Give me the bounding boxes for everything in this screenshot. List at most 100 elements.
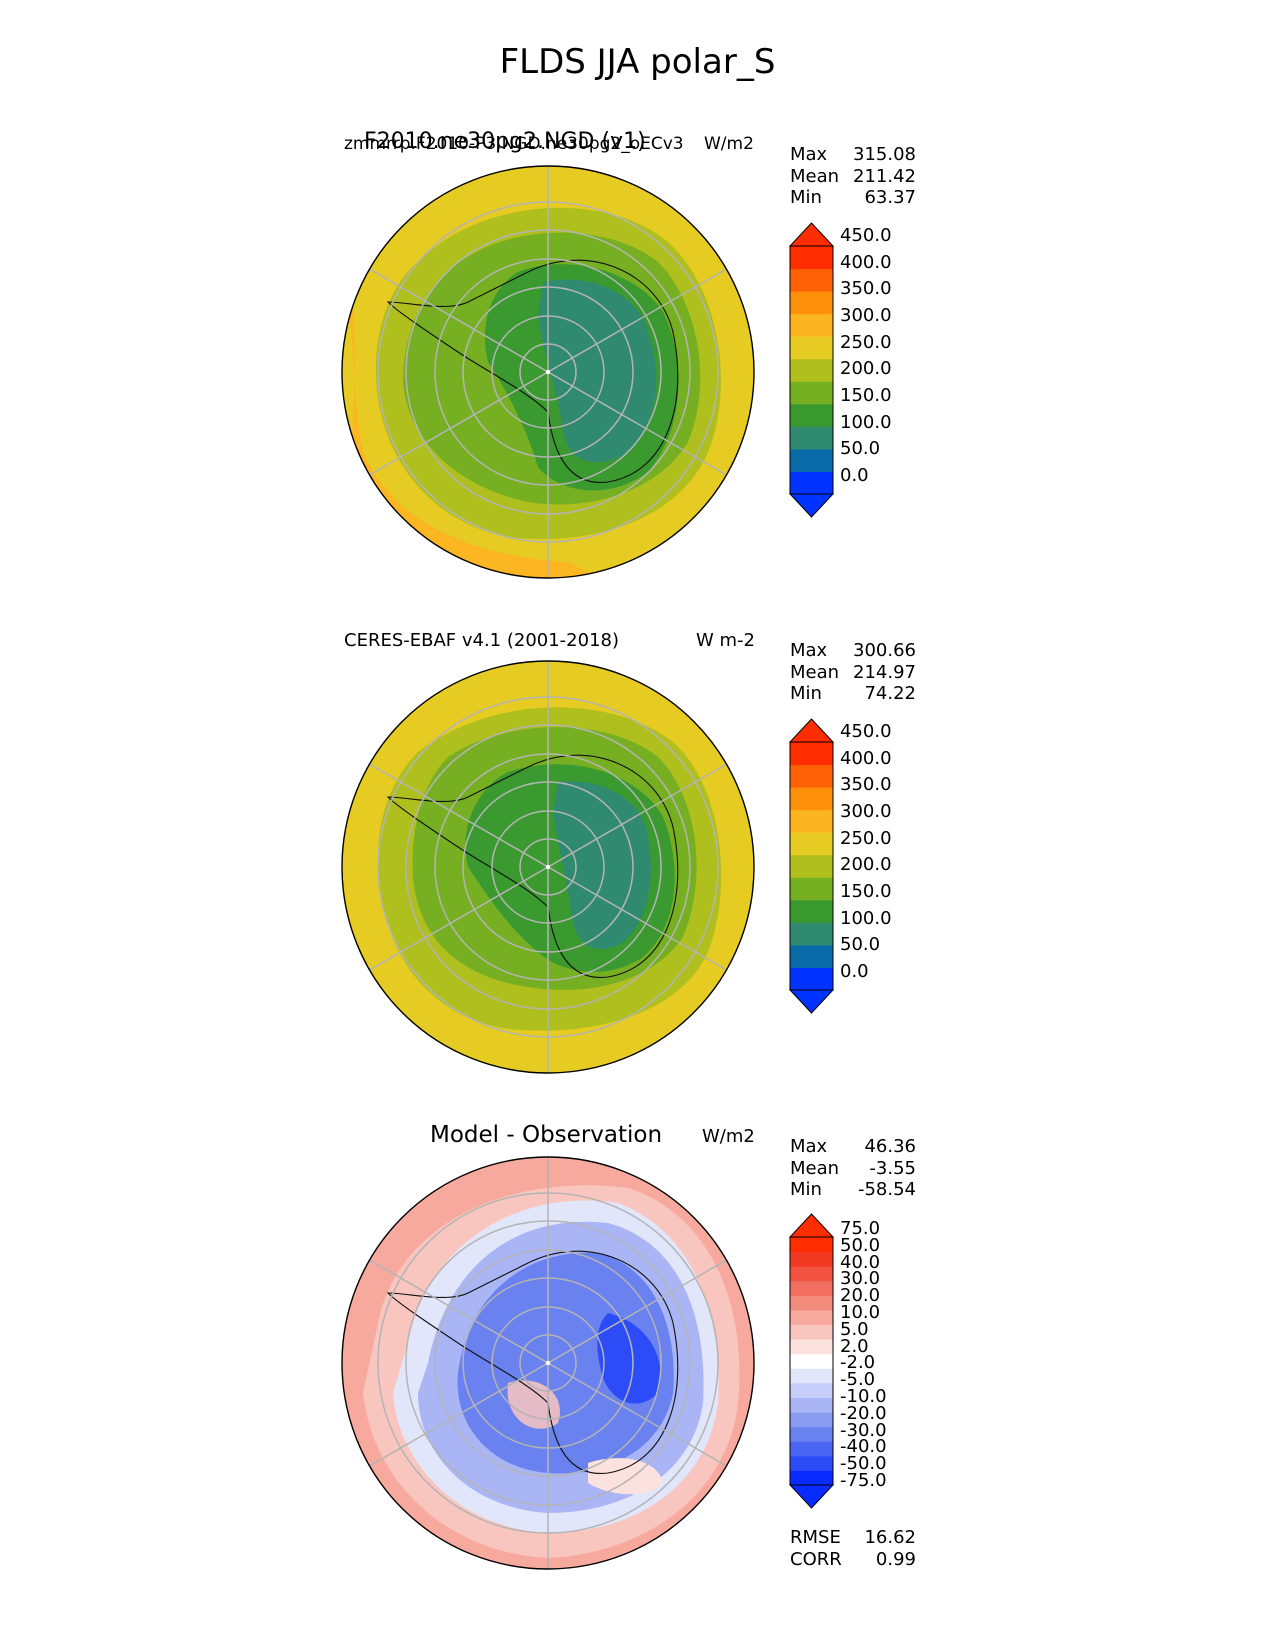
colorbar-tick-label: 150.0 bbox=[840, 881, 892, 902]
panel2-colorbar bbox=[789, 718, 834, 1014]
colorbar-under-extension bbox=[789, 1484, 834, 1509]
panel3-map-frame bbox=[341, 1156, 755, 1570]
colorbar-segment bbox=[790, 336, 833, 360]
colorbar-segment bbox=[790, 742, 833, 766]
colorbar-tick-label: 30.0 bbox=[840, 1268, 881, 1290]
colorbar-segment bbox=[790, 877, 833, 901]
panel3-core-blue bbox=[457, 1252, 674, 1474]
panel1-units: W/m2 bbox=[704, 134, 754, 154]
colorbar-tick-label: 350.0 bbox=[840, 278, 892, 300]
panel1-colorbar bbox=[789, 222, 834, 518]
colorbar-segment bbox=[790, 1339, 833, 1355]
panel2-ref-name: CERES-EBAF v4.1 (2001-2018) bbox=[344, 630, 620, 651]
colorbar-segment bbox=[790, 832, 833, 856]
figure-title: FLDS JJA polar_S bbox=[499, 42, 776, 82]
panel1-graticule bbox=[365, 166, 731, 578]
colorbar-tick-label: 0.0 bbox=[840, 961, 869, 982]
colorbar-segment bbox=[790, 967, 833, 991]
panel3-polar-map bbox=[341, 1156, 755, 1570]
panel2-units: W m-2 bbox=[696, 630, 756, 651]
colorbar-segment bbox=[790, 922, 833, 946]
colorbar-segment bbox=[790, 1426, 833, 1442]
colorbar-segment bbox=[790, 291, 833, 315]
colorbar-tick-label: 350.0 bbox=[840, 774, 892, 796]
colorbar-tick-label: 20.0 bbox=[840, 1285, 881, 1307]
colorbar-tick-label: 450.0 bbox=[840, 225, 892, 246]
colorbar-segment bbox=[790, 381, 833, 405]
colorbar-tick-label: 200.0 bbox=[840, 358, 892, 380]
colorbar-segment bbox=[790, 426, 833, 450]
colorbar-segment bbox=[790, 1280, 833, 1296]
colorbar-tick-label: -5.0 bbox=[840, 1369, 876, 1391]
colorbar-tick-label: -30.0 bbox=[840, 1419, 887, 1441]
colorbar-tick-label: 5.0 bbox=[840, 1318, 869, 1340]
colorbar-over-extension bbox=[789, 222, 834, 247]
panel3-colorbar bbox=[789, 1213, 834, 1509]
colorbar-segment bbox=[790, 403, 833, 427]
panel1-test-name-overlay: F2010.ne30pg2.NGD (v1) bbox=[364, 129, 646, 154]
colorbar-tick-label: -75.0 bbox=[840, 1470, 887, 1491]
colorbar-tick-label: 250.0 bbox=[840, 331, 892, 353]
colorbar-under-extension bbox=[789, 493, 834, 518]
panel3-title: Model - Observation bbox=[430, 1122, 663, 1148]
colorbar-tick-label: 150.0 bbox=[840, 385, 892, 406]
colorbar-segment bbox=[790, 854, 833, 878]
colorbar-segment bbox=[790, 1470, 833, 1486]
colorbar-segment bbox=[790, 313, 833, 337]
colorbar-tick-label: 300.0 bbox=[840, 801, 892, 822]
colorbar-frame bbox=[789, 741, 834, 991]
colorbar-segment bbox=[790, 358, 833, 382]
panel3-core-deep bbox=[597, 1313, 661, 1404]
colorbar-segment bbox=[790, 1237, 833, 1253]
colorbar-tick-label: -50.0 bbox=[840, 1453, 887, 1475]
panel3-ross-patch bbox=[507, 1380, 560, 1429]
colorbar-segment bbox=[790, 1397, 833, 1413]
colorbar-tick-label: 50.0 bbox=[840, 1234, 881, 1256]
colorbar-segment bbox=[790, 1353, 833, 1369]
colorbar-frame bbox=[789, 1236, 834, 1486]
colorbar-segment bbox=[790, 1251, 833, 1267]
colorbar-segment bbox=[790, 1368, 833, 1384]
colorbar-frame bbox=[789, 245, 834, 495]
colorbar-tick-label: 50.0 bbox=[840, 934, 881, 956]
colorbar-segment bbox=[790, 764, 833, 788]
colorbar-tick-label: 2.0 bbox=[840, 1335, 869, 1357]
colorbar-segment bbox=[790, 268, 833, 292]
colorbar-tick-label: 300.0 bbox=[840, 305, 892, 326]
colorbar-segment bbox=[790, 246, 833, 270]
colorbar-tick-label: 400.0 bbox=[840, 747, 892, 769]
colorbar-tick-label: -2.0 bbox=[840, 1352, 876, 1374]
panel2-band-low bbox=[553, 781, 651, 950]
colorbar-tick-label: -10.0 bbox=[840, 1386, 887, 1407]
colorbar-segment bbox=[790, 1266, 833, 1282]
panel3-graticule bbox=[365, 1157, 731, 1569]
panel2-stats: Max 300.66 Mean 214.97 Min 74.22 bbox=[790, 640, 916, 704]
panel2-map-frame bbox=[341, 660, 755, 1074]
colorbar-tick-label: -20.0 bbox=[840, 1402, 887, 1424]
colorbar-segment bbox=[790, 471, 833, 495]
colorbar-tick-label: 450.0 bbox=[840, 721, 892, 742]
colorbar-segment bbox=[790, 944, 833, 968]
colorbar-segment bbox=[790, 1309, 833, 1326]
colorbar-tick-label: 100.0 bbox=[840, 411, 892, 433]
colorbar-over-extension bbox=[789, 1213, 834, 1238]
colorbar-segment bbox=[790, 1324, 833, 1340]
colorbar-tick-label: 50.0 bbox=[840, 438, 881, 460]
panel3-skill-scores: RMSE 16.62 CORR 0.99 bbox=[790, 1527, 916, 1570]
colorbar-segment bbox=[790, 1455, 833, 1471]
colorbar-tick-label: 200.0 bbox=[840, 854, 892, 876]
colorbar-tick-label: 10.0 bbox=[840, 1302, 881, 1323]
panel1-stats: Max 315.08 Mean 211.42 Min 63.37 bbox=[790, 144, 916, 208]
colorbar-tick-label: 0.0 bbox=[840, 465, 869, 486]
panel3-stats: Max 46.36 Mean -3.55 Min -58.54 bbox=[790, 1136, 916, 1200]
panel1-test-name: zmmrrp.F2010-P3.NGD.ne30pg2_oECv3 bbox=[344, 134, 684, 154]
colorbar-tick-label: 75.0 bbox=[840, 1218, 881, 1239]
panel3-units: W/m2 bbox=[702, 1126, 755, 1147]
colorbar-under-extension bbox=[789, 989, 834, 1014]
colorbar-segment bbox=[790, 1441, 833, 1457]
colorbar-tick-label: 250.0 bbox=[840, 827, 892, 849]
colorbar-segment bbox=[790, 1295, 833, 1311]
colorbar-segment bbox=[790, 1382, 833, 1398]
colorbar-segment bbox=[790, 448, 833, 472]
colorbar-tick-label: 400.0 bbox=[840, 251, 892, 273]
